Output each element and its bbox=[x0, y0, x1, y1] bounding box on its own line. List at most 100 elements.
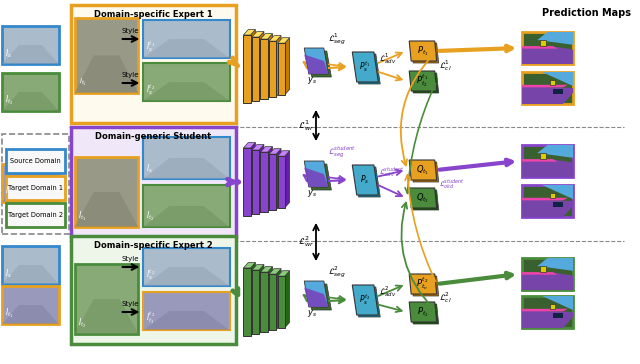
Polygon shape bbox=[522, 309, 568, 311]
FancyBboxPatch shape bbox=[6, 176, 65, 200]
Polygon shape bbox=[522, 86, 573, 104]
Text: $I_s$: $I_s$ bbox=[146, 162, 153, 175]
Text: Target Domain 1: Target Domain 1 bbox=[8, 185, 63, 191]
Text: $P_{t_1}$: $P_{t_1}$ bbox=[417, 44, 428, 58]
Text: Target Domain 2: Target Domain 2 bbox=[8, 212, 63, 218]
Polygon shape bbox=[278, 271, 290, 276]
Polygon shape bbox=[259, 265, 264, 334]
Polygon shape bbox=[278, 151, 290, 156]
FancyBboxPatch shape bbox=[522, 296, 573, 328]
FancyBboxPatch shape bbox=[540, 266, 546, 272]
FancyBboxPatch shape bbox=[6, 149, 65, 173]
Polygon shape bbox=[538, 32, 573, 45]
Polygon shape bbox=[304, 281, 328, 307]
Polygon shape bbox=[143, 82, 230, 101]
Polygon shape bbox=[75, 299, 138, 334]
Polygon shape bbox=[143, 39, 230, 58]
Polygon shape bbox=[243, 262, 255, 268]
FancyBboxPatch shape bbox=[550, 304, 556, 309]
Polygon shape bbox=[269, 269, 281, 274]
Polygon shape bbox=[411, 276, 438, 296]
Text: $I^{t_2}_s$: $I^{t_2}_s$ bbox=[146, 267, 156, 282]
Text: $\mathcal{L}^{student}_{seg}$: $\mathcal{L}^{student}_{seg}$ bbox=[328, 145, 356, 160]
Text: $I^{t_2}_{t_1}$: $I^{t_2}_{t_1}$ bbox=[146, 309, 156, 326]
Polygon shape bbox=[411, 162, 438, 182]
Polygon shape bbox=[409, 41, 436, 61]
FancyBboxPatch shape bbox=[553, 202, 563, 207]
Polygon shape bbox=[243, 29, 255, 35]
FancyBboxPatch shape bbox=[70, 5, 236, 123]
Text: $\mathcal{L}^1_{cl}$: $\mathcal{L}^1_{cl}$ bbox=[438, 59, 451, 74]
Text: $y_s$: $y_s$ bbox=[307, 188, 317, 199]
Polygon shape bbox=[307, 164, 332, 190]
Polygon shape bbox=[2, 45, 59, 64]
Polygon shape bbox=[2, 265, 59, 284]
Polygon shape bbox=[260, 147, 273, 152]
Polygon shape bbox=[409, 274, 436, 294]
Polygon shape bbox=[543, 72, 573, 86]
Bar bbox=[243, 35, 250, 103]
Text: $I_{t_1}$: $I_{t_1}$ bbox=[5, 306, 13, 320]
Polygon shape bbox=[409, 71, 436, 91]
Polygon shape bbox=[355, 167, 380, 197]
Polygon shape bbox=[411, 190, 438, 210]
Polygon shape bbox=[2, 92, 59, 111]
Polygon shape bbox=[522, 272, 573, 290]
Bar bbox=[243, 268, 250, 336]
Bar bbox=[278, 276, 285, 328]
Text: $I_{t_2}$: $I_{t_2}$ bbox=[5, 94, 13, 107]
FancyBboxPatch shape bbox=[540, 40, 546, 46]
Text: $y_s$: $y_s$ bbox=[307, 75, 317, 86]
FancyBboxPatch shape bbox=[143, 185, 230, 227]
Text: $\mathcal{L}^{student}_{okd}$: $\mathcal{L}^{student}_{okd}$ bbox=[438, 178, 465, 190]
Text: $\mathcal{L}^2_{wr}$: $\mathcal{L}^2_{wr}$ bbox=[298, 234, 314, 249]
Polygon shape bbox=[304, 55, 328, 74]
Bar bbox=[269, 154, 276, 210]
Text: $I_{t_1}$: $I_{t_1}$ bbox=[77, 209, 86, 223]
FancyBboxPatch shape bbox=[2, 73, 59, 111]
FancyBboxPatch shape bbox=[143, 292, 230, 330]
Polygon shape bbox=[304, 288, 328, 307]
Text: Source Domain: Source Domain bbox=[10, 158, 61, 164]
Polygon shape bbox=[411, 304, 438, 324]
Text: $y_s$: $y_s$ bbox=[307, 308, 317, 319]
FancyBboxPatch shape bbox=[2, 164, 59, 202]
Polygon shape bbox=[522, 272, 558, 275]
Bar bbox=[252, 150, 259, 214]
Polygon shape bbox=[2, 183, 59, 202]
Polygon shape bbox=[259, 32, 264, 101]
Polygon shape bbox=[522, 46, 573, 64]
Text: $P_s$: $P_s$ bbox=[360, 174, 369, 186]
Text: $\mathcal{L}^2_{cl}$: $\mathcal{L}^2_{cl}$ bbox=[438, 290, 451, 305]
FancyBboxPatch shape bbox=[2, 246, 59, 284]
Text: $I_{t_1}$: $I_{t_1}$ bbox=[5, 185, 13, 198]
Text: $I_{t_1}$: $I_{t_1}$ bbox=[79, 77, 86, 88]
Polygon shape bbox=[285, 38, 290, 95]
Polygon shape bbox=[252, 145, 264, 150]
Polygon shape bbox=[538, 258, 573, 271]
Text: $\mathcal{L}^1_{adv}$: $\mathcal{L}^1_{adv}$ bbox=[379, 52, 396, 67]
Text: $P^{t_2}_s$: $P^{t_2}_s$ bbox=[358, 293, 370, 308]
FancyBboxPatch shape bbox=[522, 145, 573, 177]
Polygon shape bbox=[307, 51, 332, 77]
Polygon shape bbox=[260, 267, 273, 272]
FancyBboxPatch shape bbox=[522, 32, 573, 64]
FancyBboxPatch shape bbox=[143, 137, 230, 179]
FancyBboxPatch shape bbox=[75, 18, 138, 93]
Polygon shape bbox=[355, 287, 380, 317]
Bar bbox=[260, 152, 268, 212]
Polygon shape bbox=[352, 52, 378, 82]
FancyBboxPatch shape bbox=[6, 203, 65, 227]
Polygon shape bbox=[250, 29, 255, 103]
Text: $P^{t_1}_{t_2}$: $P^{t_1}_{t_2}$ bbox=[417, 72, 429, 90]
Bar bbox=[260, 272, 268, 332]
Polygon shape bbox=[143, 158, 230, 179]
Polygon shape bbox=[260, 33, 273, 39]
Polygon shape bbox=[355, 54, 380, 84]
Polygon shape bbox=[411, 73, 438, 93]
Polygon shape bbox=[2, 305, 59, 324]
FancyBboxPatch shape bbox=[522, 72, 573, 104]
Polygon shape bbox=[522, 159, 558, 162]
FancyBboxPatch shape bbox=[522, 258, 573, 290]
FancyBboxPatch shape bbox=[143, 63, 230, 101]
